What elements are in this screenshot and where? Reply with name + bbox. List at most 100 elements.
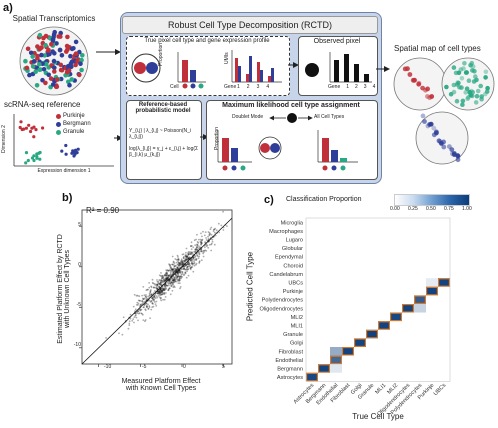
heatmap-cell (414, 235, 426, 244)
heatmap-cell (318, 321, 330, 330)
scatter-point (168, 287, 171, 290)
legend-tick: 0.00 (390, 206, 400, 212)
heatmap-diagonal-highlight (438, 278, 450, 287)
scatter-point (160, 293, 163, 296)
heatmap-cell (402, 243, 414, 253)
scatter-point (187, 274, 190, 277)
scatter-point (188, 263, 191, 265)
map-spot-granule (473, 100, 479, 105)
scatter-point (177, 271, 180, 274)
scatter-point (148, 292, 151, 295)
scatter-point (141, 300, 144, 302)
scatter-point (178, 277, 181, 280)
scatter-point (176, 266, 179, 269)
scatter-point (196, 243, 199, 246)
cell-point (19, 120, 23, 124)
scatter-point (163, 291, 166, 294)
scatter-point (176, 254, 179, 257)
cell-point (38, 157, 42, 161)
scatter-point (175, 273, 177, 276)
cell-point (35, 155, 39, 159)
heatmap-cell (402, 347, 414, 356)
scatter-point (200, 259, 203, 262)
scatter-point (173, 262, 176, 264)
heatmap-cell (366, 269, 378, 279)
scatter-point (159, 291, 162, 294)
gene-axis-label: Gene (224, 84, 237, 90)
scatter-point (204, 246, 206, 249)
scatter-point (172, 277, 175, 280)
tissue-spot (23, 58, 28, 64)
scatter-point (211, 240, 214, 243)
scatter-point (191, 266, 194, 268)
scatter-point (175, 264, 177, 267)
heatmap-y-label: Endothelial (275, 358, 303, 364)
scatter-point (180, 263, 183, 265)
scatter-point (134, 308, 137, 311)
scatter-point (172, 279, 175, 282)
scatter-plot (79, 209, 233, 367)
scatter-point (138, 299, 141, 302)
scatter-point (153, 286, 155, 289)
scatter-point (147, 303, 149, 306)
scatter-point (196, 243, 198, 246)
map-spot-granule (478, 83, 483, 89)
heatmap-y-label: Ependymal (275, 255, 303, 261)
tissue-spot (39, 52, 44, 58)
mle-title: Maximum likelihood cell type assignment (222, 102, 360, 109)
map-spot-granule (462, 61, 467, 66)
scatter-point (143, 294, 146, 297)
heatmap-cell (330, 338, 342, 347)
heatmap-cell (354, 304, 366, 313)
scatter-point (187, 268, 189, 271)
heatmap-cell (342, 338, 354, 347)
scatter-point (153, 299, 155, 302)
scatter-point (137, 302, 140, 305)
scatter-point (164, 285, 167, 288)
scatter-point (192, 246, 195, 249)
map-spot-granule (463, 90, 468, 95)
scatter-point (163, 292, 166, 295)
scatter-point (175, 258, 178, 261)
heatmap-cell (438, 252, 450, 261)
scatter-point (185, 258, 188, 261)
heatmap-cell (330, 329, 342, 339)
scatter-point (128, 320, 131, 323)
scatter-point (135, 304, 138, 306)
map-spot-bergmann (422, 119, 427, 124)
scatter-point (165, 273, 167, 275)
scatter-point (180, 258, 183, 261)
scatter-point (156, 284, 158, 287)
scatter-point (138, 295, 141, 298)
scatter-point (156, 287, 159, 290)
heatmap-cell (354, 329, 366, 339)
scatter-point (144, 309, 147, 312)
scatter-point (157, 292, 159, 295)
scatter-point (188, 261, 190, 263)
tissue-spot (31, 59, 37, 64)
heatmap-cell (426, 278, 438, 287)
umis-axis-label: UMIs (224, 52, 230, 64)
scatter-point (201, 239, 203, 242)
scatter-point (150, 293, 153, 295)
scatter-point (168, 263, 170, 265)
scatter-point (159, 288, 162, 291)
heatmap-cell (366, 329, 378, 339)
scatter-point (171, 269, 174, 272)
scatter-point (155, 287, 158, 290)
scatter-point (159, 291, 162, 294)
scatter-point (185, 268, 187, 271)
scatter-point (132, 305, 135, 308)
scatter-point (136, 301, 139, 304)
scatter-point (207, 235, 209, 238)
scatter-point (188, 265, 191, 268)
scatter-point (176, 263, 179, 266)
scatter-point (177, 264, 180, 267)
scatter-point (179, 275, 182, 277)
tissue-spot (52, 51, 57, 56)
scatter-point (146, 297, 149, 300)
scatter-point (164, 279, 167, 281)
scatter-point (169, 271, 172, 274)
scatter-point (152, 282, 155, 285)
legend-tick: 1.00 (462, 206, 472, 212)
